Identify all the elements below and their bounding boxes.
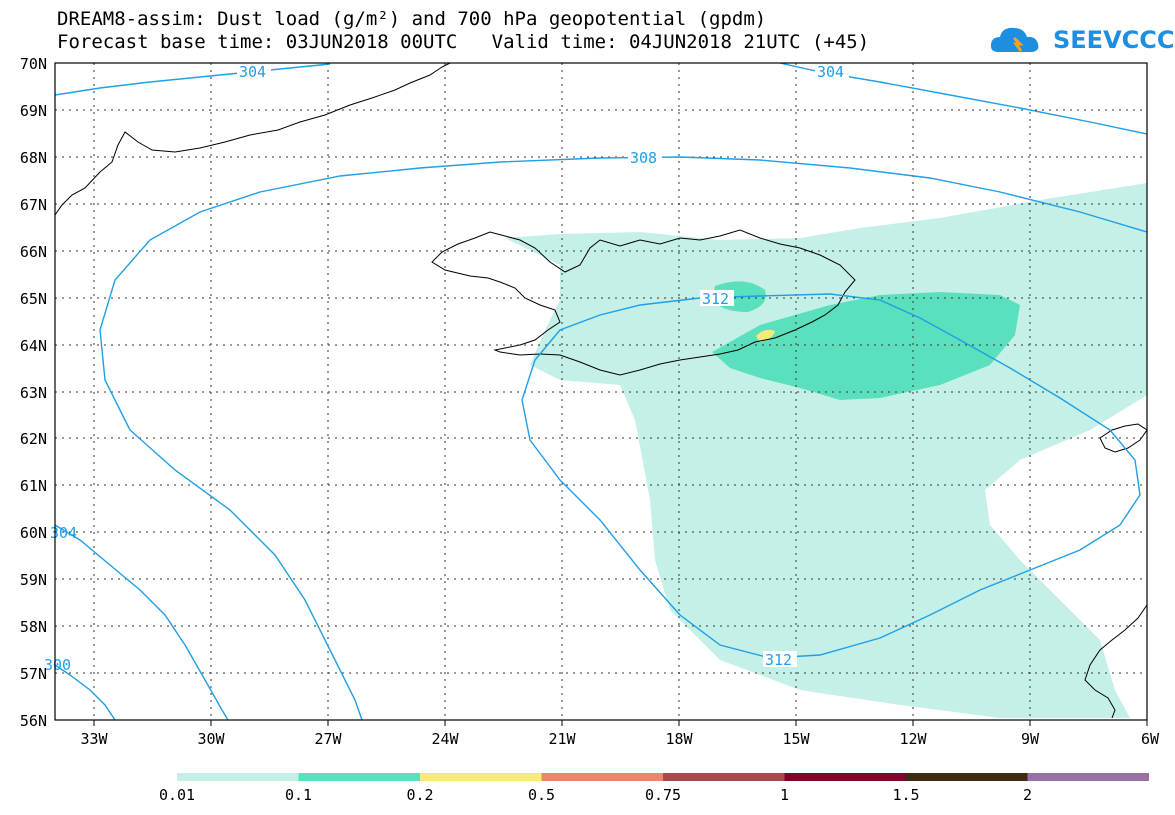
contour-label: 304 [817,63,844,81]
dust-area-mid [712,292,1020,400]
lat-label: 60N [20,524,47,542]
legend-label: 1 [780,786,789,804]
dust-load-field [505,183,1147,718]
legend-swatch [906,773,1028,781]
iceland-coastline [431,229,856,376]
dust-area-low [505,183,1147,718]
contour-312 [521,293,1141,659]
lat-label: 65N [20,290,47,308]
contour-label: 300 [44,656,71,674]
contour-label: 304 [50,524,77,542]
contour-label: 308 [630,149,657,167]
legend-label: 0.5 [528,786,555,804]
contour-labels: 304 304 308 312 312 304 300 [44,63,849,674]
lat-label: 58N [20,618,47,636]
legend-label: 2 [1023,786,1032,804]
lat-label: 66N [20,243,47,261]
dust-area-high [756,329,775,342]
legend-label: 0.1 [285,786,312,804]
greenland-coastline [55,63,451,216]
legend-swatch [177,773,299,781]
axis-ticks [93,720,1148,726]
legend-label: 0.01 [159,786,195,804]
lat-label: 57N [20,665,47,683]
map-title: DREAM8-assim: Dust load (g/m²) and 700 h… [57,8,767,30]
legend-swatch [784,773,906,781]
map-frame [54,62,1148,721]
lon-label: 33W [80,730,108,748]
contour-300-southwest [55,664,116,720]
contour-label: 312 [765,651,792,669]
seevccc-logo [990,22,1140,58]
cloud-logo-icon [990,27,1039,52]
color-legend: 0.01 0.1 0.2 0.5 0.75 1 1.5 2 [159,773,1149,804]
legend-swatch [420,773,542,781]
contour-label: 312 [702,290,729,308]
coastlines [55,63,1147,719]
contour-308 [99,156,1147,720]
contour-304-southwest [55,524,229,720]
map-subtitle: Forecast base time: 03JUN2018 00UTC Vali… [57,31,870,53]
lat-label: 70N [20,55,47,73]
latitude-labels: 70N 69N 68N 67N 66N 65N 64N 63N 62N 61N … [20,55,47,730]
scotland-coastline [1084,604,1147,719]
lat-label: 68N [20,149,47,167]
lat-label: 59N [20,571,47,589]
legend-swatch [298,773,420,781]
lon-label: 12W [899,730,927,748]
lat-label: 56N [20,712,47,730]
lon-label: 21W [548,730,576,748]
contour-304-north [55,63,331,96]
gridlines [55,63,1147,720]
legend-swatch [541,773,663,781]
lat-label: 67N [20,196,47,214]
lon-label: 27W [314,730,342,748]
lon-label: 30W [197,730,225,748]
lat-label: 62N [20,430,47,448]
lat-label: 64N [20,337,47,355]
contour-label: 304 [239,63,266,81]
lat-label: 63N [20,384,47,402]
legend-label: 0.75 [645,786,681,804]
legend-swatch [1027,773,1149,781]
lon-label: 24W [431,730,459,748]
legend-label: 1.5 [892,786,919,804]
lon-label: 9W [1021,730,1040,748]
lat-label: 61N [20,477,47,495]
faroe-coastline [1099,423,1147,453]
lon-label: 18W [665,730,693,748]
legend-swatch [663,773,785,781]
logo-text: SEEVCCC [1053,26,1175,54]
longitude-labels: 33W 30W 27W 24W 21W 18W 15W 12W 9W 6W [80,730,1160,748]
lon-label: 6W [1141,730,1160,748]
lon-label: 15W [782,730,810,748]
geopotential-contours [55,63,1147,720]
legend-label: 0.2 [406,786,433,804]
lat-label: 69N [20,102,47,120]
